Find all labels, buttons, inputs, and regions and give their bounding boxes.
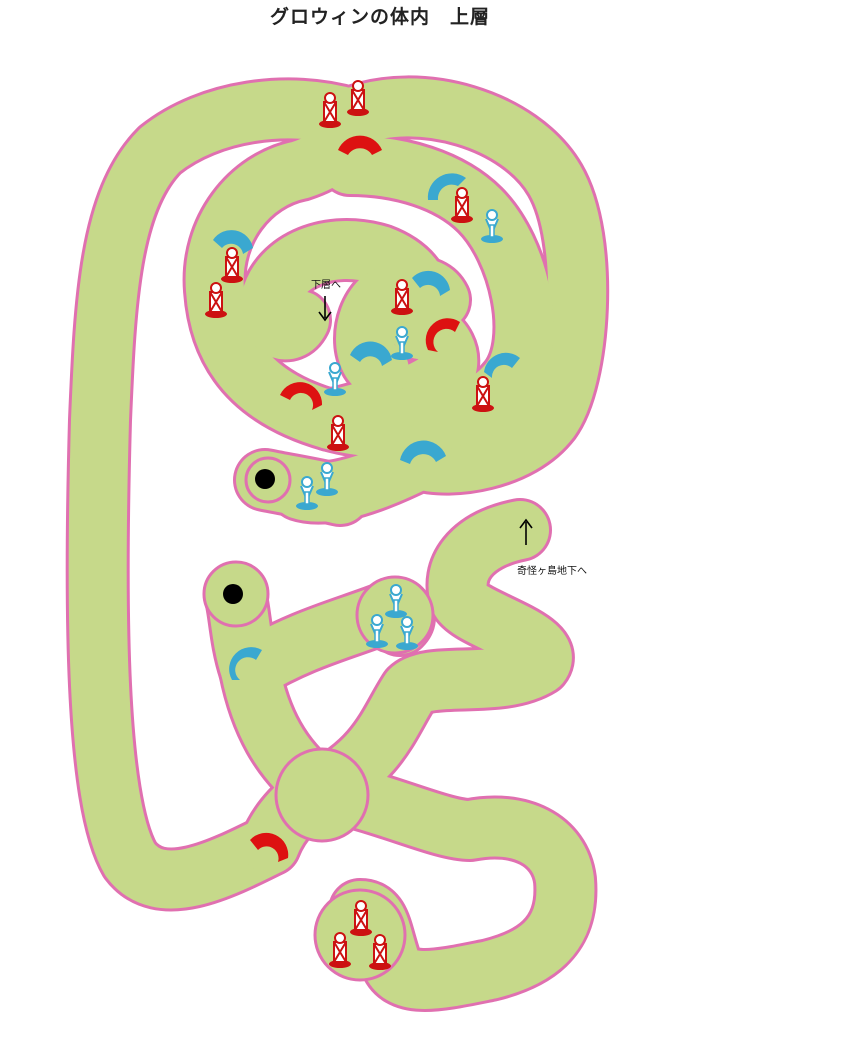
blue-door-arc-icon	[213, 230, 253, 254]
blue-doors	[213, 173, 520, 680]
red-treasure-chest-icon	[319, 92, 341, 128]
map-title: グロウィンの体内 上層	[269, 6, 490, 28]
red-door-arc-icon	[280, 382, 323, 410]
black-hole-icon	[223, 584, 243, 604]
red-treasure-chest-icon	[329, 932, 351, 968]
down-arrow-icon	[318, 296, 332, 322]
red-doors	[250, 135, 460, 862]
blue-treasure-chest-icon	[366, 614, 388, 648]
up-stairs: 奇怪ヶ島地下へ	[517, 518, 587, 577]
up-arrow-icon	[519, 518, 533, 545]
central-hub	[274, 747, 370, 843]
blue-treasure-chest-icon	[324, 362, 346, 396]
red-door-arc-icon	[338, 135, 382, 155]
down-stairs-label: 下層へ	[311, 279, 341, 291]
blue-door-arc-icon	[229, 647, 262, 680]
red-treasure-chest-icon	[347, 80, 369, 116]
blue-treasure-chest-icon	[391, 326, 413, 360]
blue-door-arc-icon	[412, 270, 450, 296]
down-stairs: 下層へ	[311, 279, 341, 322]
red-treasure-chest-icon	[472, 376, 494, 412]
red-treasure-chest-icon	[350, 900, 372, 936]
blue-door-arc-icon	[427, 173, 466, 200]
blue-treasure-chest-icon	[296, 476, 318, 510]
map-paths	[65, 75, 610, 1012]
blue-treasure-chest-icon	[385, 584, 407, 618]
red-door-arc-icon	[250, 832, 289, 862]
blue-treasure-chest-icon	[316, 462, 338, 496]
blue-treasure-chest-icon	[396, 616, 418, 650]
blue-treasure-chests	[296, 209, 503, 650]
black-hole-icon	[255, 469, 275, 489]
blue-door-arc-icon	[350, 341, 392, 366]
red-treasure-chest-icon	[205, 282, 227, 318]
red-door-arc-icon	[425, 318, 460, 352]
red-treasure-chest-icon	[221, 247, 243, 283]
red-treasure-chests	[205, 80, 494, 970]
blue-treasure-chest-icon	[481, 209, 503, 243]
blue-door-arc-icon	[400, 440, 446, 464]
up-stairs-label: 奇怪ヶ島地下へ	[517, 564, 587, 577]
red-treasure-chest-icon	[327, 415, 349, 451]
red-treasure-chest-icon	[369, 934, 391, 970]
blue-door-arc-icon	[484, 352, 520, 378]
red-treasure-chest-icon	[451, 187, 473, 223]
red-treasure-chest-icon	[391, 279, 413, 315]
